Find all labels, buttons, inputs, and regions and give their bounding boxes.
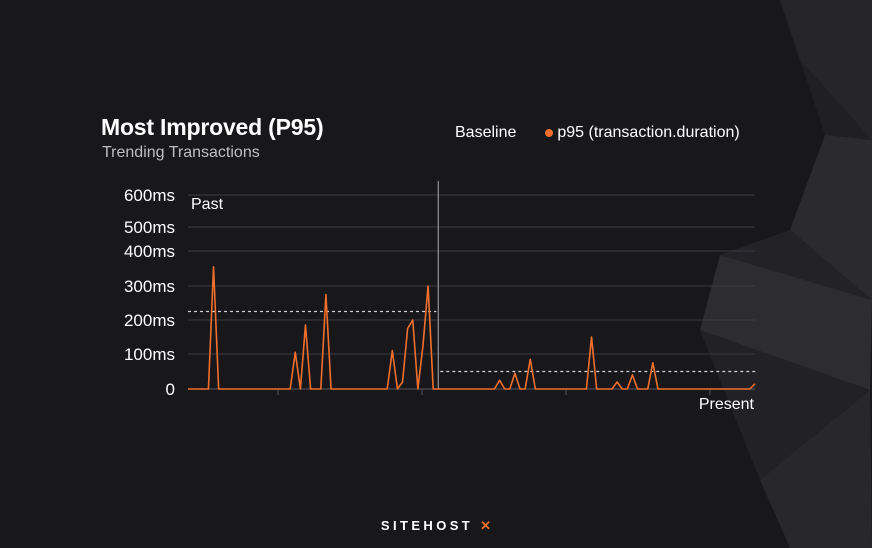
y-tick-label: 500ms: [124, 218, 175, 237]
brand-logo: SITEHOST ✕: [0, 518, 872, 534]
legend: Baseline p95 (transaction.duration): [455, 124, 740, 142]
legend-baseline: Baseline: [455, 124, 517, 141]
chart-title: Most Improved (P95): [101, 114, 324, 140]
series-line-p95: [188, 265, 756, 390]
past-label: Past: [191, 196, 224, 213]
y-tick-label: 0: [166, 380, 175, 399]
legend-series: p95 (transaction.duration): [557, 124, 740, 141]
legend-series-dot-icon: [545, 129, 554, 137]
present-label: Present: [699, 396, 755, 413]
y-tick-label: 100ms: [124, 345, 175, 364]
y-tick-label: 300ms: [124, 277, 175, 296]
x-mark-icon: ✕: [480, 518, 492, 533]
y-tick-label: 400ms: [124, 242, 175, 261]
y-tick-label: 200ms: [124, 311, 175, 330]
chart-subtitle: Trending Transactions: [102, 144, 260, 161]
brand-name: SITEHOST: [380, 518, 474, 533]
y-tick-label: 600ms: [124, 186, 175, 205]
